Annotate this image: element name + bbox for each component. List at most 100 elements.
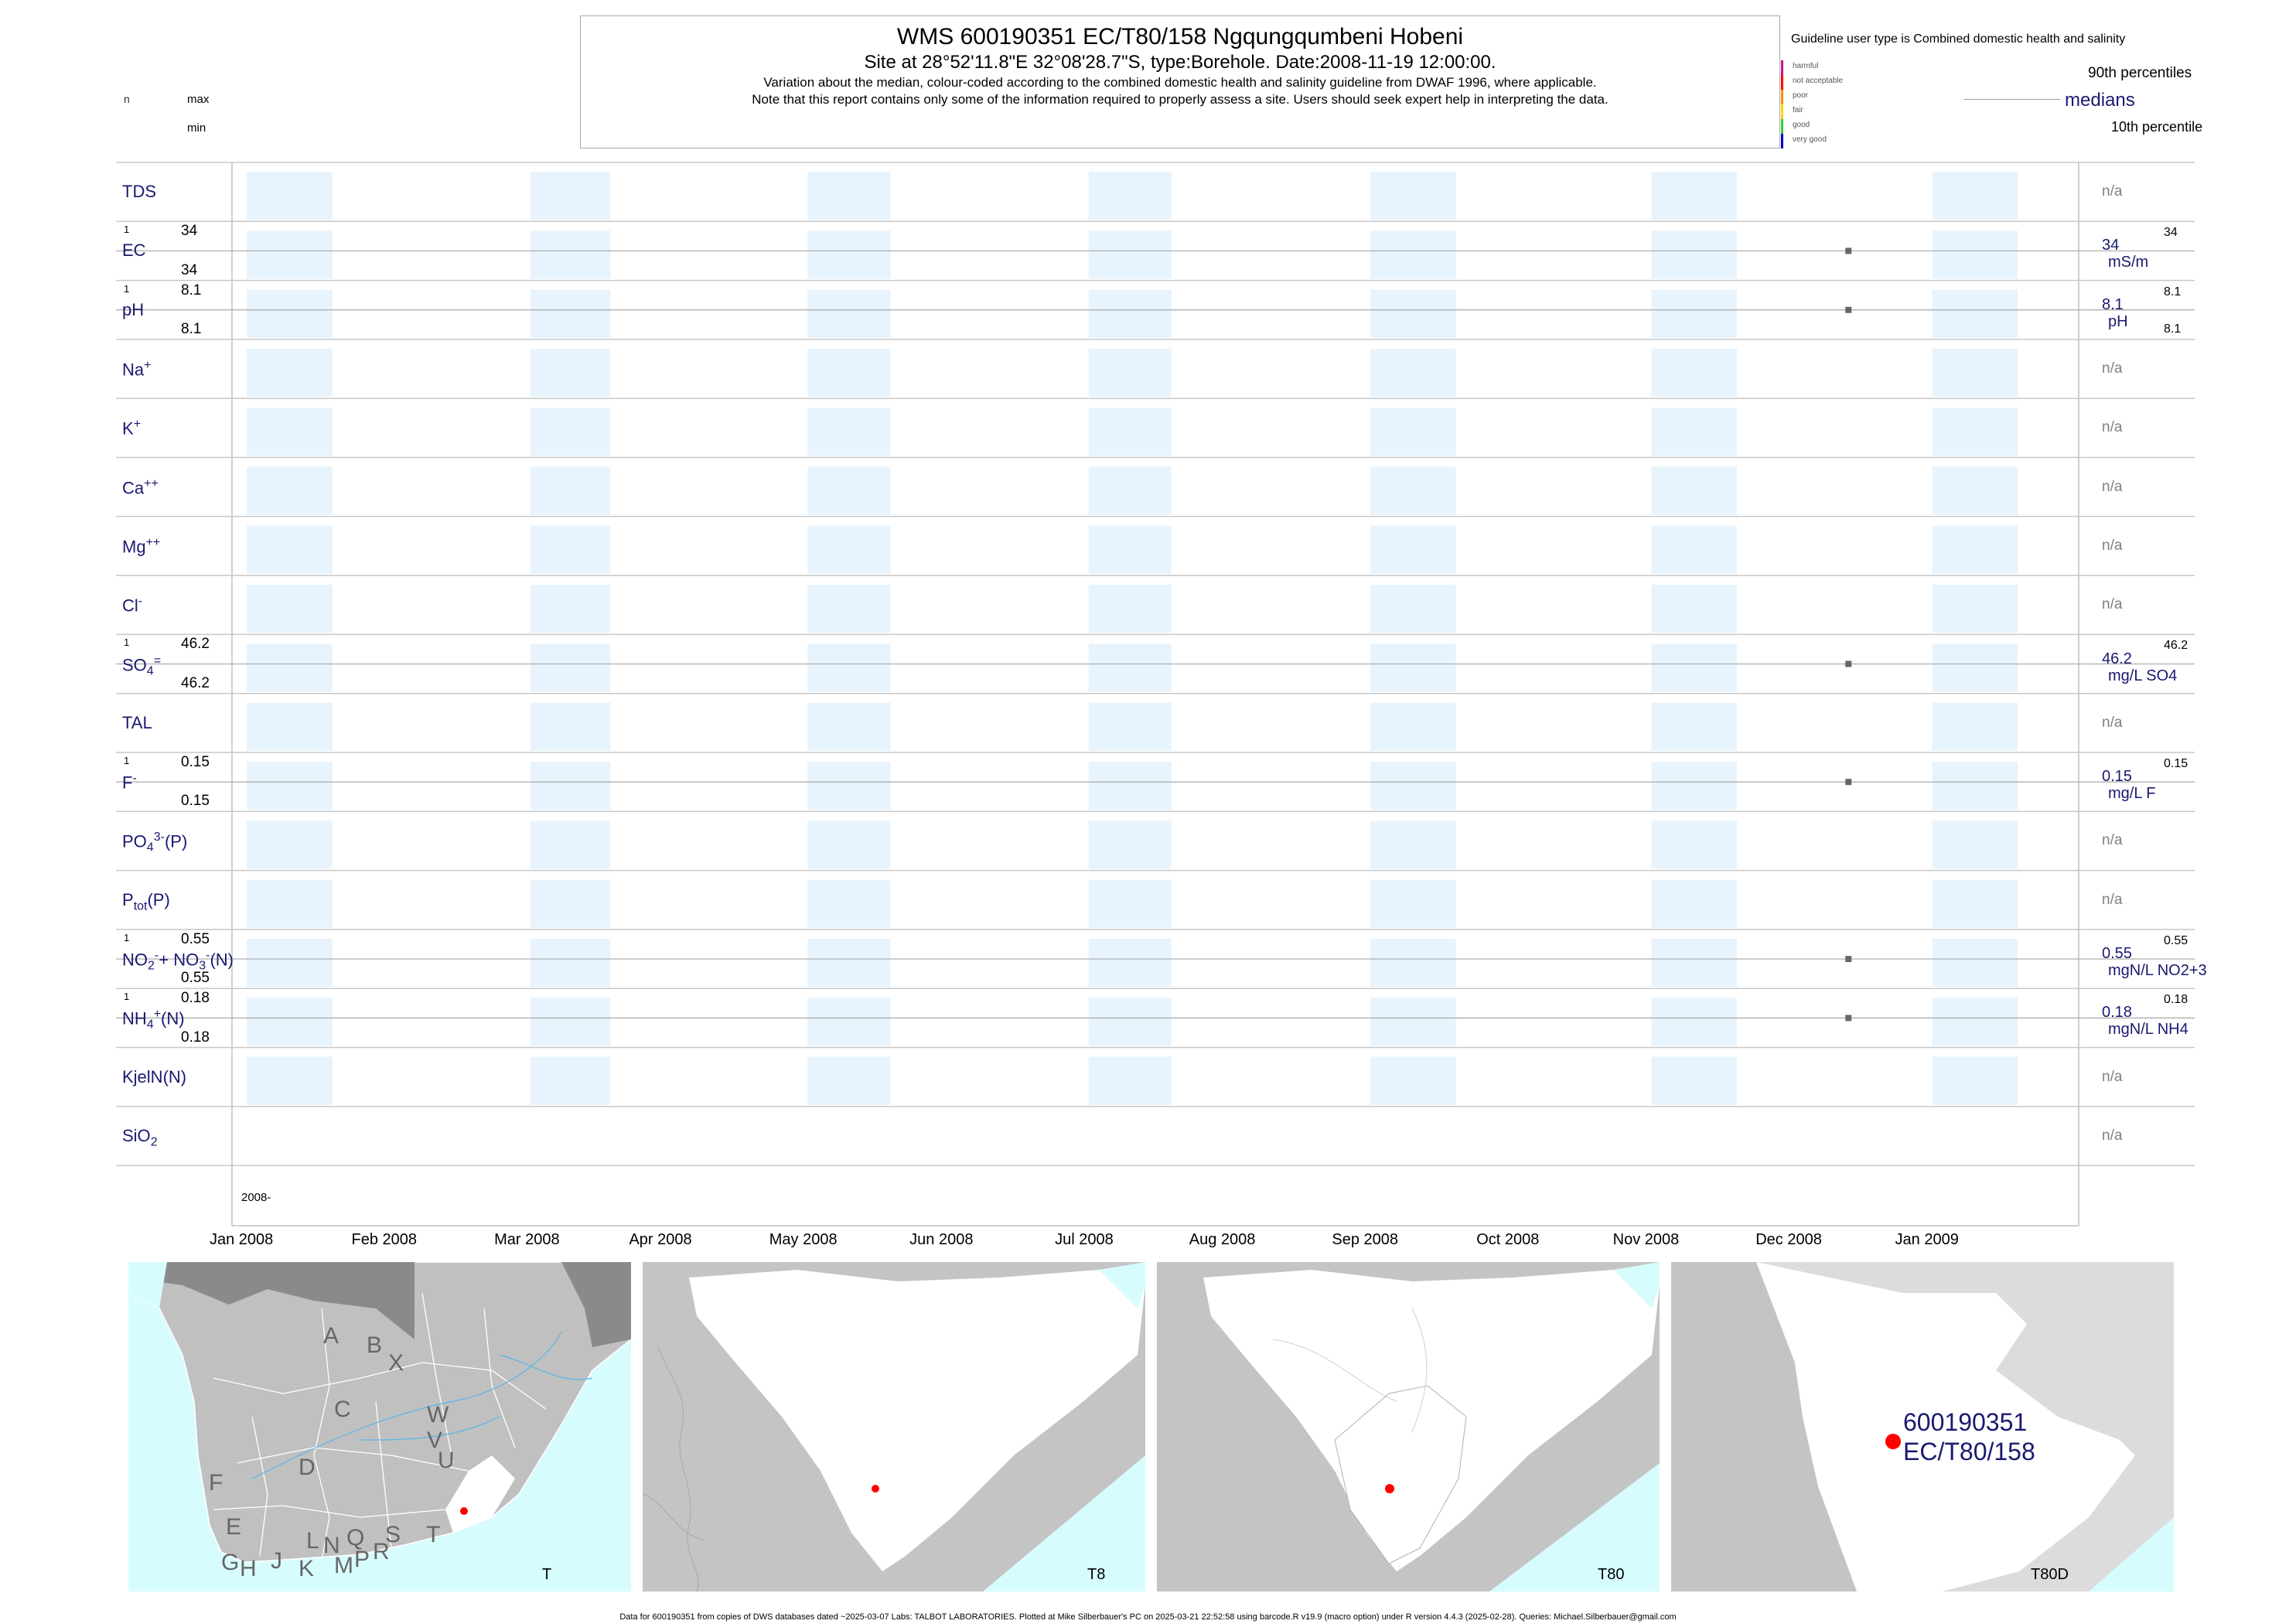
x-tick-12: Jan 2009 bbox=[1895, 1231, 1959, 1248]
page-title: WMS 600190351 EC/T80/158 Ngqungqumbeni H… bbox=[896, 24, 1464, 49]
panel-label-13: NO2-+ NO3-(N) bbox=[122, 949, 234, 973]
panel-min-2: 8.1 bbox=[181, 320, 202, 337]
map-t80: T80 bbox=[1157, 1262, 1660, 1592]
panel-p90-2: 8.1 bbox=[2164, 285, 2182, 299]
panel-n-10: 1 bbox=[124, 755, 130, 766]
class-label-2: poor bbox=[1793, 91, 1809, 100]
panel-label-9: TAL bbox=[122, 712, 152, 732]
month-band bbox=[807, 643, 891, 692]
map-t-region-P: P bbox=[354, 1547, 370, 1572]
note-variation: Variation about the median, colour-coded… bbox=[763, 75, 1597, 90]
month-band bbox=[1932, 762, 2018, 810]
panel-median-8: 46.2 bbox=[2102, 650, 2132, 667]
month-band bbox=[1088, 702, 1172, 751]
panel-label-14: NH4+(N) bbox=[122, 1008, 185, 1032]
panel-p10-2: 8.1 bbox=[2164, 322, 2182, 336]
month-band bbox=[1651, 348, 1738, 397]
panel-max-2: 8.1 bbox=[181, 281, 202, 299]
month-band bbox=[1370, 1056, 1456, 1105]
panel-unit-10: mg/L F bbox=[2108, 785, 2156, 803]
map-t80d: 600190351 EC/T80/158 T80D bbox=[1671, 1262, 2174, 1592]
panel-median-1: 34 bbox=[2102, 237, 2120, 254]
panel-p90-14: 0.18 bbox=[2164, 993, 2189, 1007]
map-t-region-G: G bbox=[221, 1550, 239, 1575]
legend-p90: 90th percentiles bbox=[2088, 65, 2192, 81]
legend-medians: medians bbox=[2065, 90, 2135, 111]
map-t-caption: T bbox=[542, 1566, 551, 1583]
class-label-4: good bbox=[1793, 121, 1810, 129]
month-band bbox=[1088, 289, 1172, 338]
month-band bbox=[1088, 821, 1172, 869]
month-band bbox=[1088, 762, 1172, 810]
x-tick-6: Jul 2008 bbox=[1055, 1231, 1114, 1248]
panel-label-10: F- bbox=[122, 772, 137, 793]
month-band bbox=[807, 408, 891, 456]
month-band bbox=[807, 879, 891, 928]
map-t80d-site-dot bbox=[1885, 1434, 1901, 1449]
month-band bbox=[807, 230, 891, 279]
month-band bbox=[1932, 643, 2018, 692]
month-band bbox=[1651, 879, 1738, 928]
map-t-region-U: U bbox=[438, 1448, 455, 1473]
month-band bbox=[1651, 702, 1738, 751]
class-label-0: harmful bbox=[1793, 62, 1819, 70]
map-t8-caption: T8 bbox=[1087, 1566, 1105, 1583]
month-band bbox=[1370, 289, 1456, 338]
map-t80-site-dot bbox=[1385, 1484, 1394, 1493]
map-t-region-F: F bbox=[209, 1470, 223, 1496]
legend-n: n bbox=[124, 93, 130, 105]
panel-max-10: 0.15 bbox=[181, 754, 210, 770]
class-label-3: fair bbox=[1793, 106, 1803, 114]
panel-na-5: n/a bbox=[2102, 478, 2123, 495]
map-t80d-site-code: EC/T80/158 bbox=[1903, 1438, 2035, 1465]
month-band bbox=[1088, 230, 1172, 279]
month-band bbox=[247, 466, 333, 515]
month-band bbox=[1370, 230, 1456, 279]
month-band bbox=[1370, 172, 1456, 220]
panel-na-16: n/a bbox=[2102, 1127, 2123, 1144]
map-t-region-B: B bbox=[367, 1332, 382, 1358]
month-band bbox=[1370, 348, 1456, 397]
x-tick-3: Apr 2008 bbox=[629, 1231, 692, 1248]
class-swatch-3 bbox=[1781, 104, 1783, 119]
month-band bbox=[1088, 585, 1172, 633]
month-band bbox=[1932, 408, 2018, 456]
panel-unit-2: pH bbox=[2108, 312, 2128, 330]
panel-na-15: n/a bbox=[2102, 1068, 2123, 1085]
month-band bbox=[1370, 585, 1456, 633]
month-band bbox=[530, 408, 611, 456]
month-band bbox=[1932, 821, 2018, 869]
month-band bbox=[807, 762, 891, 810]
x-tick-1: Feb 2008 bbox=[351, 1231, 417, 1248]
month-band bbox=[1088, 408, 1172, 456]
panel-min-1: 34 bbox=[181, 261, 198, 278]
data-point-1 bbox=[1845, 247, 1852, 254]
month-band bbox=[807, 998, 891, 1046]
map-t-region-N: N bbox=[323, 1533, 340, 1558]
panel-p90-13: 0.55 bbox=[2164, 933, 2189, 947]
month-band bbox=[1370, 466, 1456, 515]
map-t-region-T: T bbox=[426, 1522, 440, 1547]
panel-label-6: Mg++ bbox=[122, 535, 161, 557]
month-band bbox=[1370, 998, 1456, 1046]
x-tick-11: Dec 2008 bbox=[1755, 1231, 1822, 1248]
map-t80d-site-id: 600190351 bbox=[1903, 1408, 2027, 1436]
month-band bbox=[807, 289, 891, 338]
map-t-region-S: S bbox=[385, 1522, 401, 1547]
month-band bbox=[1370, 938, 1456, 988]
month-band bbox=[247, 643, 333, 692]
x-tick-0: Jan 2008 bbox=[209, 1231, 274, 1248]
month-band bbox=[807, 348, 891, 397]
panel-unit-1: mS/m bbox=[2108, 254, 2149, 271]
legend-p10: 10th percentile bbox=[2111, 119, 2203, 135]
data-point-10 bbox=[1845, 779, 1852, 786]
panel-min-14: 0.18 bbox=[181, 1029, 210, 1046]
month-band bbox=[1370, 643, 1456, 692]
month-band bbox=[530, 172, 611, 220]
panel-na-11: n/a bbox=[2102, 832, 2123, 849]
month-band bbox=[1932, 348, 2018, 397]
month-band bbox=[1651, 998, 1738, 1046]
month-band bbox=[807, 466, 891, 515]
panel-label-4: K+ bbox=[122, 418, 142, 438]
